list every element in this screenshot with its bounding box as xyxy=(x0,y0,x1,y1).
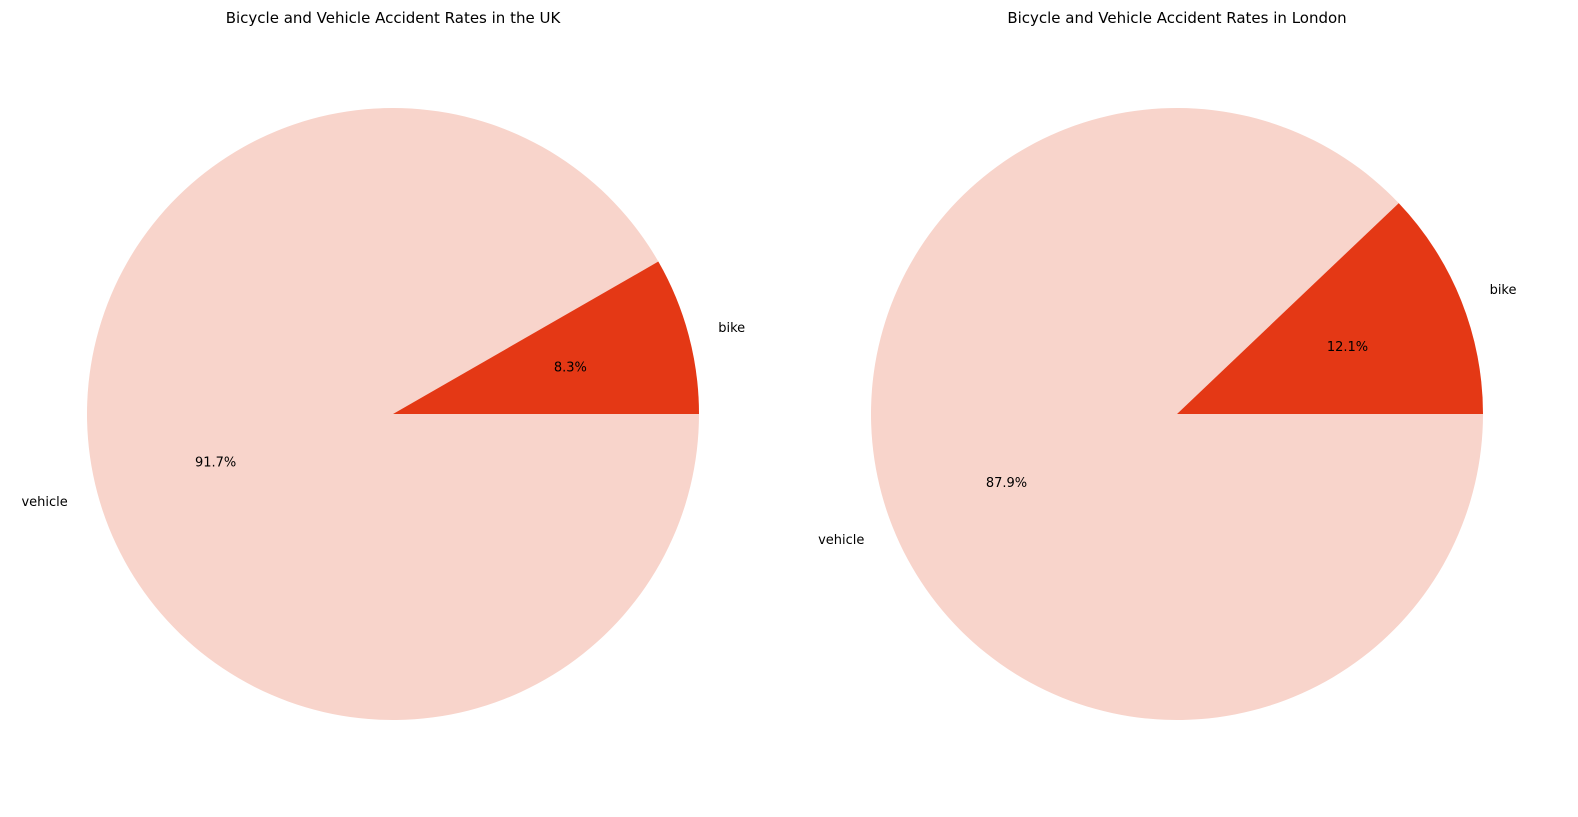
pie-chart-london: Bicycle and Vehicle Accident Rates in Lo… xyxy=(818,9,1517,720)
pie-slice-london-bike xyxy=(1177,203,1483,414)
percent-label-london-bike: 12.1% xyxy=(1327,340,1368,355)
pie-slice-london-vehicle xyxy=(871,107,1483,720)
slice-label-london-bike: bike xyxy=(1490,283,1517,298)
pie-chart-uk: Bicycle and Vehicle Accident Rates in th… xyxy=(21,9,745,720)
slice-label-london-vehicle: vehicle xyxy=(818,533,864,548)
chart-title-uk: Bicycle and Vehicle Accident Rates in th… xyxy=(226,9,562,27)
percent-label-uk-bike: 8.3% xyxy=(554,361,587,376)
slice-label-uk-vehicle: vehicle xyxy=(21,495,67,510)
chart-title-london: Bicycle and Vehicle Accident Rates in Lo… xyxy=(1007,9,1346,27)
percent-label-london-vehicle: 87.9% xyxy=(986,476,1027,491)
slice-label-uk-bike: bike xyxy=(718,321,745,336)
percent-label-uk-vehicle: 91.7% xyxy=(195,455,236,470)
pie-slice-uk-bike xyxy=(393,261,699,414)
